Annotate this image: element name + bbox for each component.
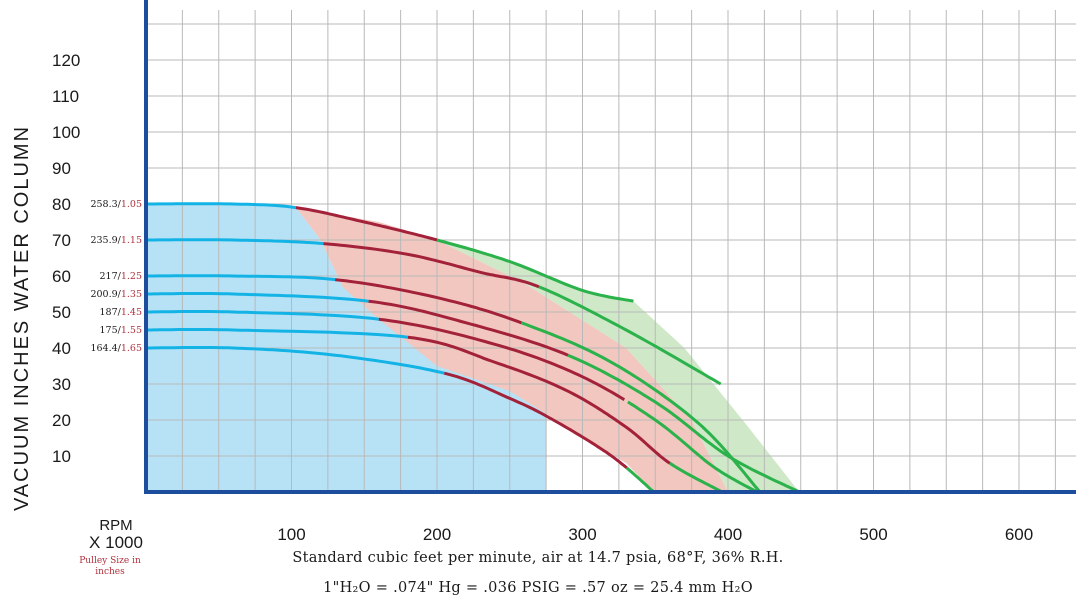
rpm-pulley-label: 235.9/1.15 bbox=[90, 235, 142, 246]
curve-258.3-low-range bbox=[146, 202, 297, 210]
label-separator: / bbox=[118, 307, 122, 318]
curve-187-low-range bbox=[146, 310, 379, 321]
curve-200.9-high-range bbox=[567, 353, 800, 494]
curve-235.9-mid-range bbox=[323, 242, 540, 289]
rpm-value: 164.4 bbox=[90, 343, 117, 354]
axes bbox=[144, 0, 1076, 494]
y-tick-label: 40 bbox=[52, 339, 71, 358]
y-axis-label: VACUUM INCHES WATER COLUMN bbox=[11, 125, 33, 511]
label-separator: / bbox=[118, 199, 122, 210]
label-separator: / bbox=[118, 325, 122, 336]
rpm-pulley-label: 258.3/1.05 bbox=[90, 199, 142, 210]
y-tick-label: 100 bbox=[52, 123, 80, 142]
rpm-pulley-label: 217/1.25 bbox=[100, 271, 143, 282]
curve-164.4-low-range bbox=[146, 346, 445, 375]
y-tick-label: 50 bbox=[52, 303, 71, 322]
rpm-value: 258.3 bbox=[90, 199, 117, 210]
curve-235.9-high-range bbox=[538, 285, 722, 386]
curve-200.9-low-range bbox=[146, 292, 369, 303]
performance-curves bbox=[146, 202, 800, 494]
curve-258.3-high-range bbox=[436, 238, 634, 303]
rpm-multiplier-label: X 1000 bbox=[89, 533, 143, 552]
rpm-pulley-label: 175/1.55 bbox=[100, 325, 143, 336]
y-tick-label: 70 bbox=[52, 231, 71, 250]
curve-217-low-range bbox=[146, 274, 336, 282]
x-tick-label: 300 bbox=[568, 525, 596, 544]
y-tick-label: 120 bbox=[52, 51, 80, 70]
y-tick-label: 10 bbox=[52, 447, 71, 466]
curve-164.4-high-range bbox=[625, 466, 655, 494]
pulley-value: 1.45 bbox=[121, 307, 142, 318]
x-tick-label: 400 bbox=[714, 525, 742, 544]
curve-164.4-mid-range bbox=[443, 371, 628, 470]
high-range-fill bbox=[437, 240, 800, 492]
curve-258.3-mid-range bbox=[295, 206, 438, 242]
curve-187-mid-range bbox=[378, 317, 626, 401]
y-tick-label: 60 bbox=[52, 267, 71, 286]
label-separator: / bbox=[118, 271, 122, 282]
pulley-value: 1.35 bbox=[121, 289, 142, 300]
curve-217-mid-range bbox=[334, 278, 522, 325]
rpm-value: 187 bbox=[100, 307, 118, 318]
rpm-pulley-label: 200.9/1.35 bbox=[90, 289, 142, 300]
pulley-size-label: Pulley Size in inches bbox=[79, 556, 141, 577]
pulley-value: 1.05 bbox=[121, 199, 142, 210]
x-tick-label: 500 bbox=[859, 525, 887, 544]
conversion-note: 1"H₂O = .074" Hg = .036 PSIG = .57 oz = … bbox=[323, 580, 753, 596]
curve-175-mid-range bbox=[407, 335, 671, 465]
label-separator: / bbox=[118, 289, 122, 300]
x-tick-label: 200 bbox=[423, 525, 451, 544]
x-tick-labels: 100 200 300 400 500 600 bbox=[277, 525, 1033, 544]
y-tick-label: 30 bbox=[52, 375, 71, 394]
curve-175-low-range bbox=[146, 328, 409, 339]
y-tick-label: 90 bbox=[52, 159, 71, 178]
pulley-value: 1.15 bbox=[121, 235, 142, 246]
pulley-value: 1.55 bbox=[121, 325, 142, 336]
curve-187-high-range bbox=[627, 400, 758, 494]
rpm-pulley-label: 164.4/1.65 bbox=[90, 343, 142, 354]
curve-175-high-range bbox=[668, 461, 723, 494]
rpm-pulley-labels: 258.3/1.05235.9/1.15217/1.25200.9/1.3518… bbox=[90, 199, 142, 354]
label-separator: / bbox=[118, 235, 122, 246]
pulley-value: 1.65 bbox=[121, 343, 142, 354]
y-tick-label: 20 bbox=[52, 411, 71, 430]
y-tick-label: 80 bbox=[52, 195, 71, 214]
y-tick-label: 110 bbox=[52, 87, 79, 106]
rpm-pulley-label: 187/1.45 bbox=[100, 307, 143, 318]
y-tick-labels: 10 20 30 40 50 60 70 80 90 100 110 120 bbox=[52, 51, 80, 466]
rpm-value: 217 bbox=[100, 271, 118, 282]
rpm-label: RPM bbox=[99, 517, 133, 534]
rpm-value: 200.9 bbox=[90, 289, 117, 300]
rpm-corner-label: RPM X 1000 bbox=[78, 518, 154, 552]
curve-200.9-mid-range bbox=[368, 299, 569, 357]
x-axis-label: Standard cubic feet per minute, air at 1… bbox=[292, 550, 784, 566]
rpm-value: 235.9 bbox=[90, 235, 117, 246]
label-separator: / bbox=[118, 343, 122, 354]
curve-235.9-low-range bbox=[146, 238, 324, 246]
rpm-value: 175 bbox=[100, 325, 118, 336]
x-tick-label: 100 bbox=[277, 525, 305, 544]
x-tick-label: 600 bbox=[1005, 525, 1033, 544]
pulley-value: 1.25 bbox=[121, 271, 142, 282]
